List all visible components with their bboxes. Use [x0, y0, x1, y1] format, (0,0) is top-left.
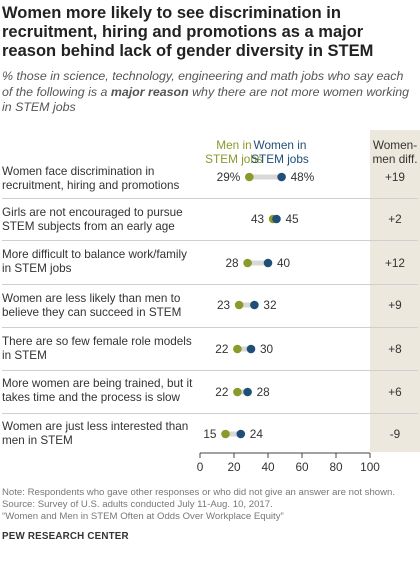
- row-label: Women are just less interested than men …: [2, 420, 189, 447]
- diff-value: +8: [388, 342, 402, 356]
- legend-men: Men in STEM jobs: [205, 138, 263, 166]
- women-value-label: 32: [263, 298, 276, 312]
- x-tick-label: 20: [227, 460, 241, 474]
- men-value-label: 43: [251, 212, 265, 226]
- chart-title: Women more likely to see discrimination …: [2, 4, 374, 60]
- women-dot: [263, 258, 273, 268]
- chart-note: Note: Respondents who gave other respons…: [2, 487, 418, 522]
- men-value-label: 22: [215, 342, 228, 356]
- women-dot: [272, 214, 281, 224]
- diff-value: +12: [384, 256, 405, 270]
- diff-value: +19: [384, 170, 405, 184]
- men-dot: [245, 172, 254, 182]
- women-dot: [250, 300, 259, 310]
- report-title-line: “Women and Men in STEM Often at Odds Ove…: [2, 510, 284, 522]
- diff-value: +9: [388, 298, 402, 312]
- men-value-label: 15: [203, 427, 217, 441]
- women-dot: [246, 344, 256, 354]
- legend-diff: Women-men diff.: [372, 138, 418, 166]
- men-value-label: 28: [225, 256, 239, 270]
- row-divider: [2, 370, 418, 371]
- source-line: Source: Survey of U.S. adults conducted …: [2, 498, 273, 510]
- women-dot: [243, 387, 252, 397]
- diff-value: +2: [388, 212, 402, 226]
- diff-value: -9: [389, 427, 401, 441]
- men-dot: [243, 258, 252, 268]
- note-line: Note: Respondents who gave other respons…: [2, 487, 396, 498]
- diff-column-band: [370, 130, 420, 452]
- chart-subtitle: % those in science, technology, engineer…: [2, 69, 416, 116]
- x-tick-label: 0: [197, 460, 204, 474]
- men-value-label: 29%: [217, 170, 241, 184]
- row-label: Women are less likely than men to believ…: [2, 292, 182, 319]
- row-divider: [2, 327, 418, 328]
- x-tick-label: 60: [295, 460, 309, 474]
- row-label: More difficult to balance work/family in…: [2, 248, 187, 275]
- men-dot: [234, 300, 244, 310]
- women-value-label: 28: [257, 385, 271, 399]
- legend-women: Women in STEM jobs: [251, 138, 309, 166]
- row-label: Girls are not encouraged to pursue STEM …: [2, 206, 183, 233]
- women-value-label: 40: [277, 256, 291, 270]
- women-value-label: 45: [286, 212, 300, 226]
- x-tick-label: 100: [360, 460, 380, 474]
- row-label: There are so few female role models in S…: [2, 335, 192, 362]
- men-dot: [221, 429, 230, 439]
- x-tick-label: 80: [329, 460, 343, 474]
- x-tick-label: 40: [261, 460, 275, 474]
- women-dot: [236, 429, 246, 439]
- women-value-label: 48%: [291, 170, 315, 184]
- subtitle-end: why there are not more women working in …: [2, 84, 410, 115]
- subtitle-start: % those in science, technology, engineer…: [2, 69, 404, 99]
- men-value-label: 22: [215, 385, 228, 399]
- row-divider: [2, 413, 418, 414]
- diff-value: +6: [388, 385, 402, 399]
- men-dot: [233, 344, 242, 354]
- men-value-label: 23: [217, 298, 231, 312]
- women-value-label: 24: [250, 427, 264, 441]
- women-value-label: 30: [260, 342, 274, 356]
- pew-logo-text: PEW RESEARCH CENTER: [2, 531, 129, 542]
- men-dot: [233, 387, 242, 397]
- row-label: More women are being trained, but it tak…: [2, 377, 193, 404]
- row-label: Women face discrimination in recruitment…: [2, 165, 180, 192]
- row-divider: [2, 240, 418, 241]
- row-divider: [2, 198, 418, 199]
- subtitle-emphasis: major reason: [110, 84, 189, 99]
- women-dot: [277, 172, 286, 182]
- row-divider: [2, 284, 418, 285]
